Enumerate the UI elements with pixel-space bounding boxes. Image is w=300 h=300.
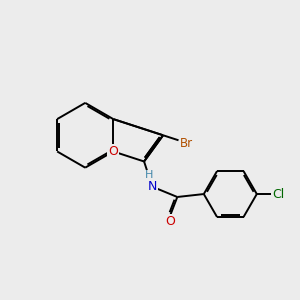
Text: H: H [145,170,153,181]
Text: O: O [108,145,118,158]
Text: Cl: Cl [272,188,284,200]
Text: Br: Br [180,136,194,149]
Text: N: N [148,180,157,193]
Text: O: O [165,215,175,228]
